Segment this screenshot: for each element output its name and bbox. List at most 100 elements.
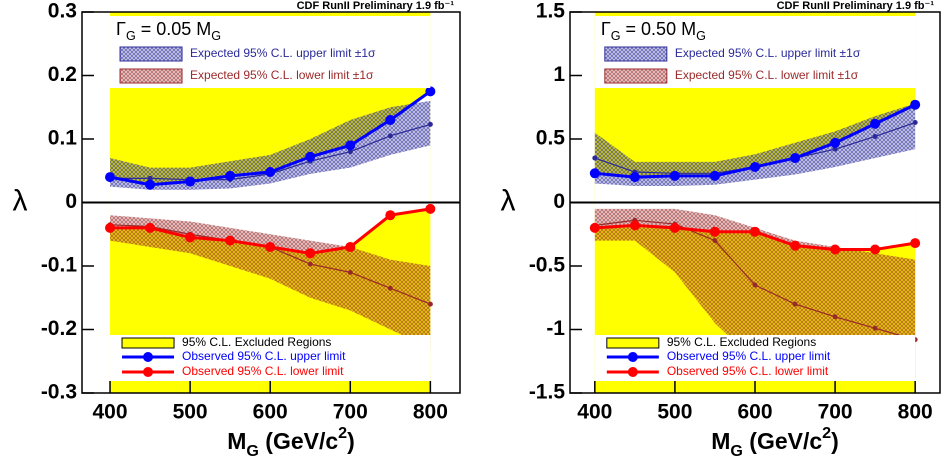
text-part: M [711, 428, 730, 454]
observed-point [830, 137, 841, 148]
legend-swatch [119, 46, 183, 62]
x-tick-label: 600 [737, 401, 772, 424]
text-part: 2 [822, 424, 831, 442]
text-part: G [211, 29, 221, 43]
legend-label: Observed 95% C.L. upper limit [182, 349, 346, 363]
y-axis-label: λ [501, 184, 516, 217]
observed-point [709, 170, 720, 181]
expected-median-point [147, 175, 153, 181]
x-tick-label: 800 [413, 401, 448, 424]
observed-point [265, 167, 276, 178]
expected-median-point [832, 314, 838, 320]
y-tick-label: -0.1 [41, 254, 78, 277]
legend-marker [627, 352, 638, 362]
observed-point [145, 222, 156, 233]
observed-point [629, 220, 640, 231]
legend-label: Observed 95% C.L. upper limit [667, 349, 831, 363]
legend-marker [143, 367, 154, 377]
legend-label: 95% C.L. Excluded Regions [667, 335, 816, 349]
legend-label: Expected 95% C.L. upper limit ±1σ [190, 46, 376, 60]
expected-band [594, 103, 916, 186]
observed-point [750, 161, 760, 172]
chart-title: CDF RunII Preliminary 1.9 fb⁻¹ [777, 0, 935, 12]
observed-point [830, 244, 841, 255]
text-part: G [246, 442, 259, 460]
expected-median-point [912, 119, 918, 125]
text-part: = 0.50 M [621, 19, 697, 39]
chart-title: CDF RunII Preliminary 1.9 fb⁻¹ [297, 0, 455, 12]
legend-label: Observed 95% C.L. lower limit [667, 364, 829, 378]
expected-median-point [792, 301, 798, 307]
text-part: (GeV/c [259, 428, 338, 454]
observed-point [225, 170, 236, 181]
x-tick-label: 800 [898, 401, 933, 424]
observed-point [265, 241, 276, 252]
text-part: G [611, 29, 621, 43]
observed-point [790, 240, 801, 251]
observed-point [790, 153, 801, 164]
y-tick-label: 1.5 [536, 0, 566, 23]
text-part: Γ [601, 19, 611, 39]
text-part: (GeV/c [743, 428, 822, 454]
y-tick-label: -0.5 [529, 254, 566, 277]
observed-point [185, 232, 196, 243]
expected-band [110, 100, 431, 190]
legend-label: Expected 95% C.L. lower limit ±1σ [190, 68, 374, 82]
y-axis-label: λ [13, 184, 28, 217]
x-tick-label: 600 [253, 401, 288, 424]
observed-point [629, 172, 640, 183]
text-part: G [696, 29, 706, 43]
y-tick-label: 0.5 [536, 127, 566, 150]
legend-swatch [606, 337, 660, 349]
y-tick-label: -0.3 [41, 381, 77, 404]
observed-point [305, 248, 316, 259]
legend-label: Expected 95% C.L. upper limit ±1σ [675, 46, 861, 60]
observed-point [910, 238, 921, 249]
x-axis-label: MG (GeV/c2) [711, 424, 839, 460]
annotation: ΓG = 0.50 MG [601, 19, 706, 44]
observed-point [750, 226, 760, 237]
expected-median-point [347, 149, 353, 155]
x-tick-label: 400 [93, 401, 128, 424]
y-tick-label: -0.2 [41, 317, 77, 340]
y-tick-label: 0 [65, 190, 77, 213]
y-tick-label: -1.5 [529, 381, 566, 404]
annotation: ΓG = 0.05 MG [116, 19, 221, 44]
expected-median-point [307, 261, 313, 267]
y-tick-label: 1 [553, 63, 565, 86]
expected-median-point [712, 238, 718, 244]
observed-point [425, 86, 436, 97]
text-part: 2 [338, 424, 347, 442]
legend-label: 95% C.L. Excluded Regions [182, 335, 331, 349]
expected-median-point [592, 155, 598, 161]
expected-median-point [347, 269, 353, 275]
legend-swatch [604, 68, 668, 84]
y-tick-label: 0.3 [48, 0, 77, 23]
x-tick-label: 700 [818, 401, 853, 424]
observed-point [589, 168, 600, 179]
observed-point [870, 118, 881, 129]
expected-median-point [427, 121, 433, 127]
text-part: M [227, 428, 246, 454]
x-tick-label: 400 [577, 401, 612, 424]
observed-point [385, 210, 396, 221]
text-part: ) [831, 428, 839, 454]
observed-point [145, 179, 156, 190]
legend-label: Observed 95% C.L. lower limit [182, 364, 344, 378]
legend-swatch [119, 68, 183, 84]
observed-point [105, 172, 116, 183]
legend-marker [627, 367, 638, 377]
text-part: = 0.05 M [136, 19, 212, 39]
expected-median-point [427, 301, 433, 307]
y-tick-label: 0.2 [48, 63, 77, 86]
expected-median-point [872, 325, 878, 331]
observed-point [385, 114, 396, 125]
text-part: G [126, 29, 136, 43]
observed-point [425, 203, 436, 214]
x-tick-label: 700 [333, 401, 368, 424]
y-tick-label: 0 [553, 190, 565, 213]
expected-median-point [752, 282, 758, 288]
x-tick-label: 500 [657, 401, 692, 424]
observed-point [345, 140, 356, 151]
